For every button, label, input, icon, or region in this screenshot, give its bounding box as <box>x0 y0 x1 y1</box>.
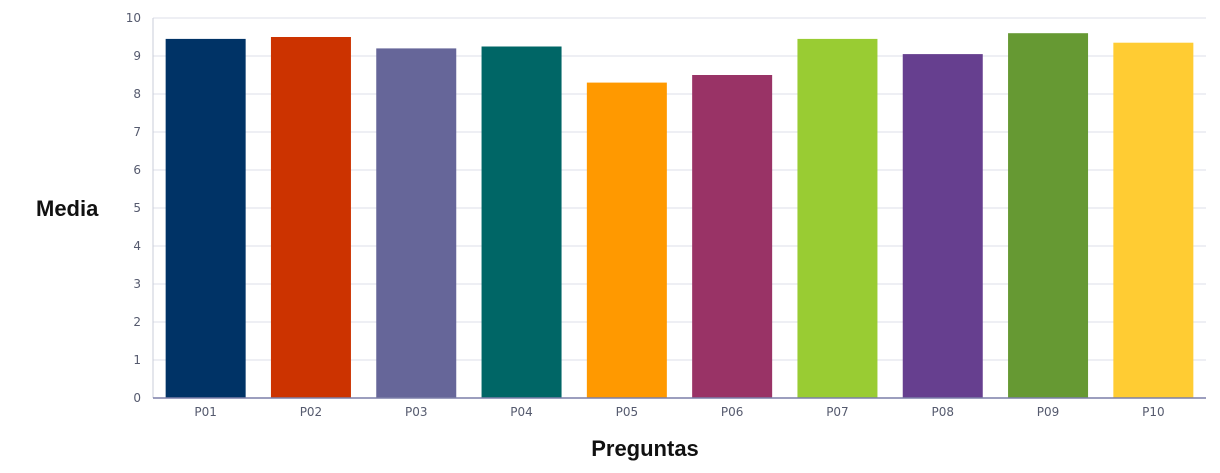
bar-p07 <box>797 38 878 399</box>
x-tick-label: P05 <box>616 405 639 419</box>
y-tick-label: 5 <box>133 201 141 215</box>
x-tick-label: P03 <box>405 405 428 419</box>
bar-p09 <box>1008 33 1089 398</box>
x-axis-title: Preguntas <box>591 436 699 461</box>
y-tick-label: 3 <box>133 277 141 291</box>
y-tick-label: 6 <box>133 163 141 177</box>
y-tick-label: 2 <box>133 315 141 329</box>
y-tick-label: 0 <box>133 391 141 405</box>
x-tick-label: P04 <box>510 405 533 419</box>
y-tick-label: 9 <box>133 49 141 63</box>
bar-p01 <box>165 38 246 399</box>
x-tick-label: P06 <box>721 405 744 419</box>
x-tick-label: P09 <box>1037 405 1060 419</box>
y-axis-title: Media <box>36 196 99 221</box>
bar-p10 <box>1113 42 1194 398</box>
x-tick-label: P10 <box>1142 405 1165 419</box>
y-tick-label: 8 <box>133 87 141 101</box>
bar-p06 <box>692 75 773 398</box>
x-tick-label: P02 <box>300 405 323 419</box>
bar-p03 <box>376 48 457 399</box>
y-tick-label: 10 <box>126 11 141 25</box>
bar-p08 <box>902 54 983 398</box>
y-tick-label: 7 <box>133 125 141 139</box>
x-tick-label: P01 <box>194 405 217 419</box>
x-tick-label: P07 <box>826 405 849 419</box>
y-tick-label: 1 <box>133 353 141 367</box>
bar-p02 <box>270 37 351 398</box>
bar-p05 <box>586 82 667 398</box>
x-tick-label: P08 <box>931 405 954 419</box>
y-tick-label: 4 <box>133 239 141 253</box>
bar-p04 <box>481 46 562 398</box>
